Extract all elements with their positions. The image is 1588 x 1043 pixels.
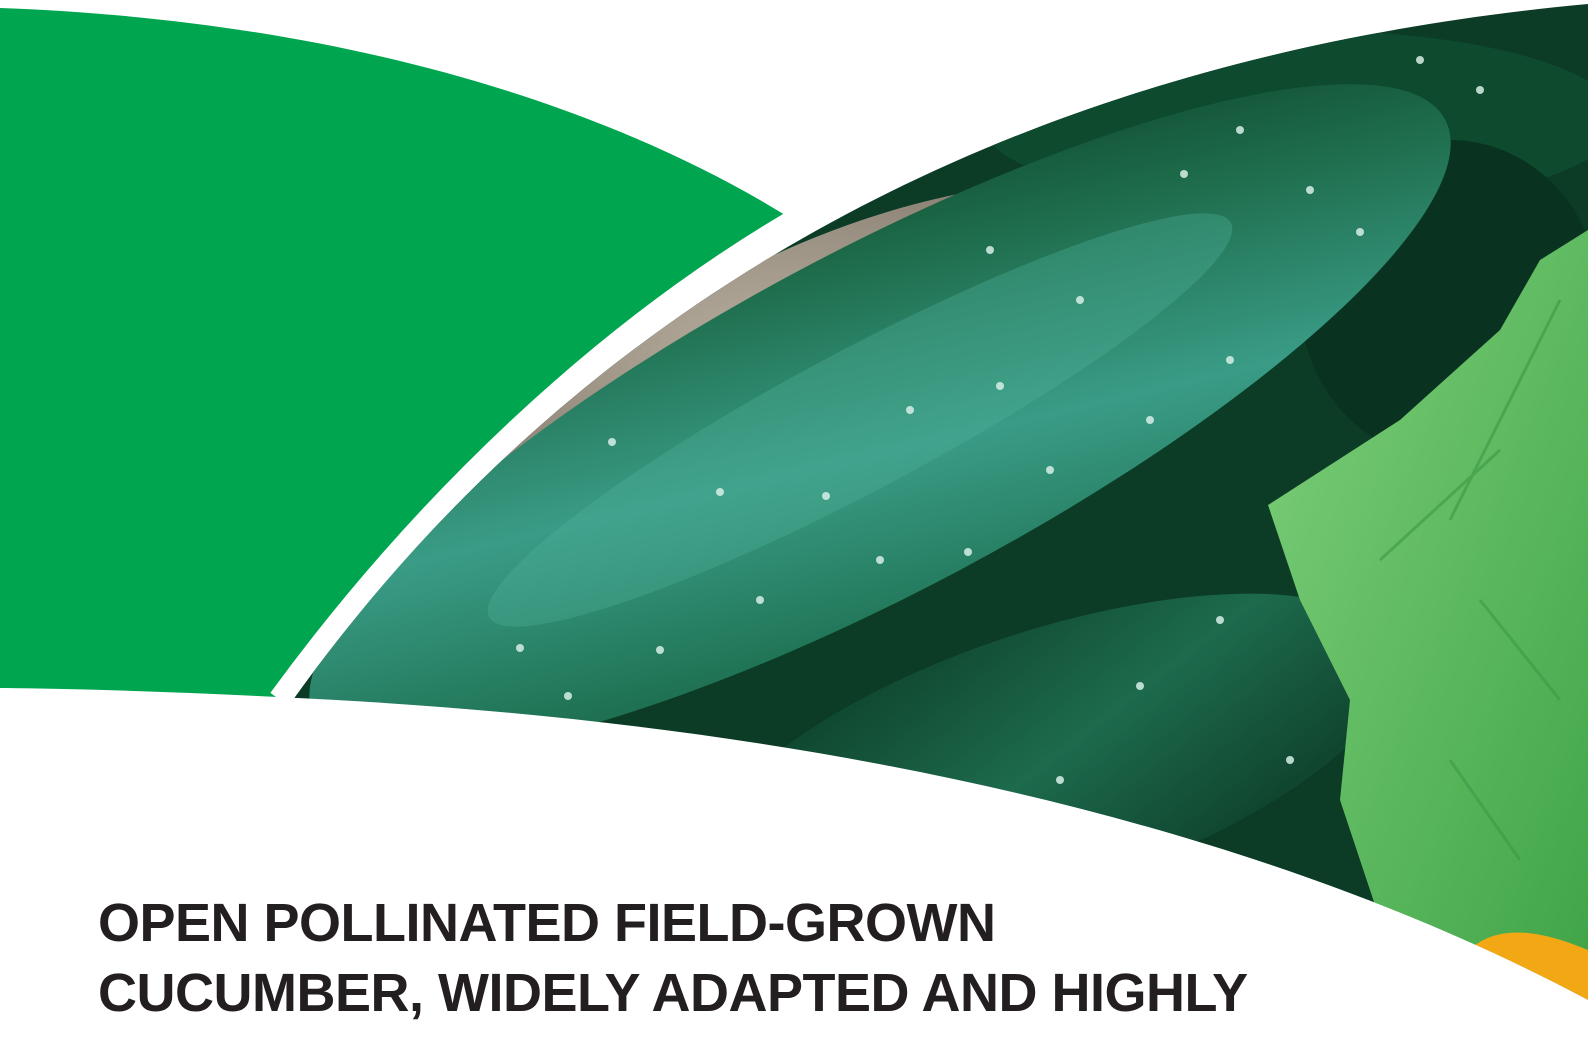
headline-line-1: OPEN POLLINATED FIELD-GROWN — [98, 893, 996, 953]
brand-green-shape — [0, 8, 790, 697]
leaf — [1268, 230, 1588, 1000]
headline: OPEN POLLINATED FIELD-GROWN CUCUMBER, WI… — [98, 888, 1328, 1028]
cucumber-spines — [516, 56, 1484, 784]
headline-line-2: CUCUMBER, WIDELY ADAPTED AND HIGHLY — [98, 963, 1248, 1023]
